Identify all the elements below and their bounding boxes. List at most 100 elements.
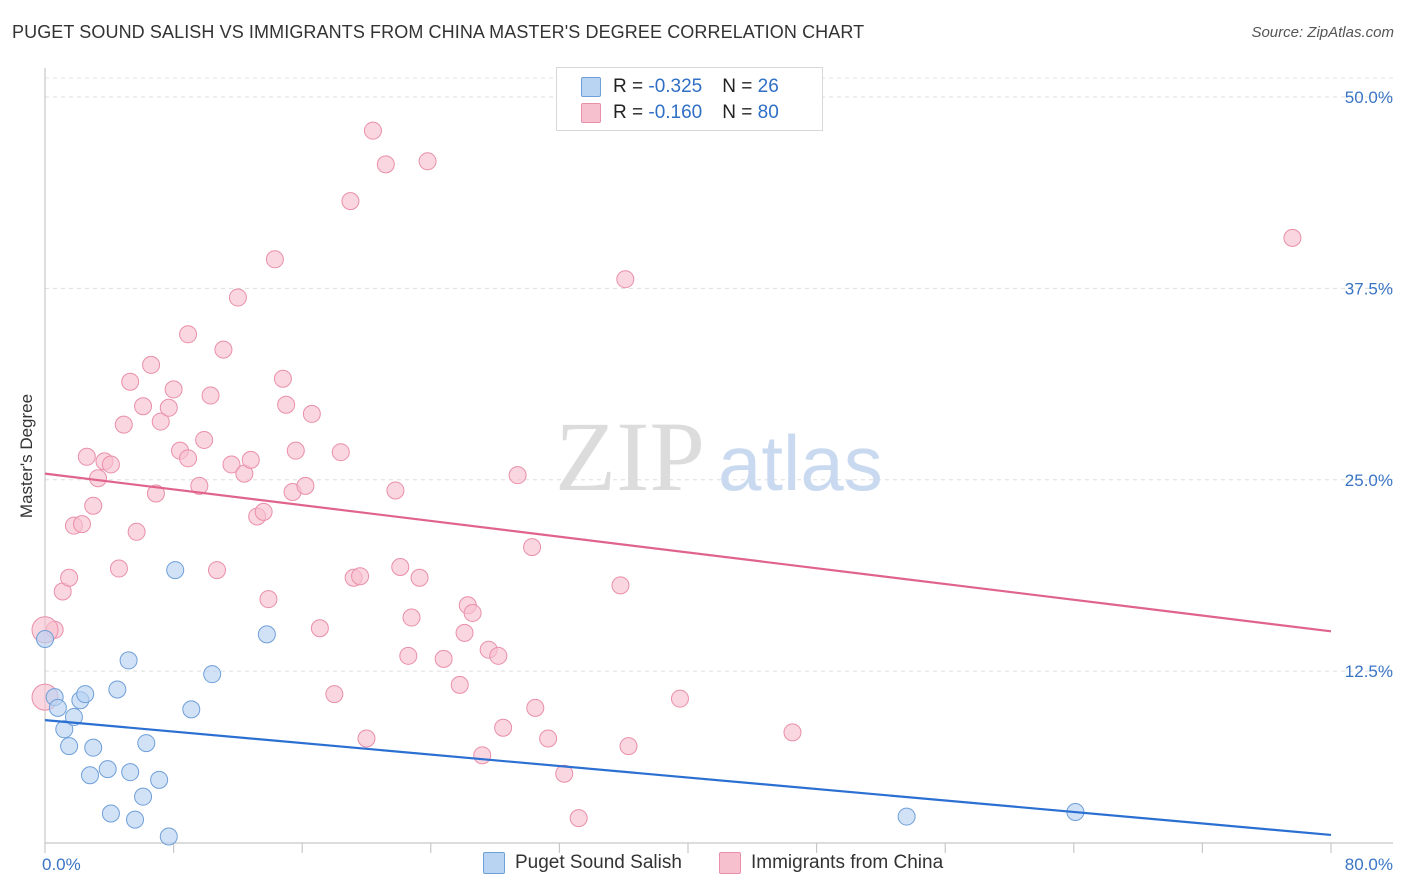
data-point xyxy=(331,443,350,462)
y-tick-label: 37.5% xyxy=(1345,279,1393,298)
legend-n-label: N = xyxy=(722,102,758,123)
data-point xyxy=(137,734,156,753)
bottom-legend-swatch-china xyxy=(719,852,741,874)
data-point xyxy=(259,590,278,609)
watermark-atlas: atlas xyxy=(718,419,883,507)
legend-swatch-china xyxy=(581,102,601,123)
data-point xyxy=(418,152,437,171)
data-point xyxy=(214,340,233,359)
data-point xyxy=(109,559,128,578)
bottom-legend-label-china: Immigrants from China xyxy=(751,852,944,874)
data-point xyxy=(150,770,169,789)
data-point xyxy=(363,121,382,140)
data-point xyxy=(81,766,100,785)
chart-title: PUGET SOUND SALISH VS IMMIGRANTS FROM CH… xyxy=(12,22,865,42)
data-point xyxy=(89,469,108,488)
data-point xyxy=(286,441,305,460)
trend-lines xyxy=(44,472,1332,837)
data-point xyxy=(77,447,96,466)
data-point xyxy=(569,809,588,828)
data-point xyxy=(228,288,247,307)
data-point xyxy=(179,449,198,468)
legend-n-label: N = xyxy=(722,76,758,97)
data-point xyxy=(241,450,260,469)
legend-r-label: R = xyxy=(613,76,649,97)
data-point xyxy=(455,623,474,642)
data-point xyxy=(402,608,421,627)
data-point xyxy=(159,827,178,846)
data-point xyxy=(60,568,79,587)
data-point xyxy=(265,250,284,269)
data-point xyxy=(101,804,120,823)
data-point xyxy=(121,763,140,782)
data-point xyxy=(473,746,492,765)
data-point xyxy=(222,455,241,474)
data-point xyxy=(273,369,292,388)
data-point xyxy=(48,698,67,717)
data-point xyxy=(386,481,405,500)
data-point xyxy=(302,404,321,423)
y-tick-label: 12.5% xyxy=(1345,662,1393,681)
data-point xyxy=(164,380,183,399)
grid xyxy=(45,77,1393,672)
legend-n-value-salish: 26 xyxy=(757,76,779,97)
data-point xyxy=(72,515,91,534)
bottom-legend-china: Immigrants from China xyxy=(719,852,943,874)
data-point xyxy=(60,737,79,756)
data-point xyxy=(201,386,220,405)
data-point xyxy=(277,395,296,414)
data-point xyxy=(619,737,638,756)
data-point xyxy=(670,689,689,708)
data-point xyxy=(98,760,117,779)
data-point xyxy=(450,675,469,694)
data-point xyxy=(376,155,395,174)
legend-row-salish: R = -0.325 N = 26 xyxy=(581,76,779,102)
legend-r-value-salish: -0.325 xyxy=(648,76,703,97)
trend-line-salish xyxy=(44,719,1332,837)
data-point xyxy=(410,568,429,587)
data-point xyxy=(142,355,161,374)
data-point xyxy=(179,325,198,344)
data-point xyxy=(325,685,344,704)
data-point xyxy=(36,629,54,648)
data-point xyxy=(127,522,146,541)
data-point xyxy=(254,502,273,521)
data-point xyxy=(190,476,209,495)
series-salish-points xyxy=(36,561,1085,846)
tick-labels: 12.5% 25.0% 37.5% 50.0% 0.0% 80.0% xyxy=(42,88,1393,874)
data-point xyxy=(146,484,165,503)
bottom-legend-salish: Puget Sound Salish xyxy=(483,852,682,874)
data-point xyxy=(296,476,315,495)
data-point xyxy=(508,466,527,485)
data-point xyxy=(208,561,227,580)
x-tick-label: 80.0% xyxy=(1345,855,1393,874)
data-point xyxy=(391,558,410,577)
y-tick-label: 50.0% xyxy=(1345,88,1393,107)
data-point xyxy=(134,787,153,806)
data-point xyxy=(203,665,222,684)
legend-swatch-salish xyxy=(581,76,601,97)
data-point xyxy=(119,651,138,670)
data-point xyxy=(114,415,133,434)
data-point xyxy=(182,700,201,719)
data-point xyxy=(159,398,178,417)
data-point xyxy=(126,810,145,829)
data-point xyxy=(195,430,214,449)
stats-legend: R = -0.325 N = 26 R = -0.160 N = 80 xyxy=(556,67,823,131)
watermark-zip: ZIP xyxy=(555,401,705,512)
data-point xyxy=(108,680,127,699)
data-point xyxy=(399,646,418,665)
legend-r-value-china: -0.160 xyxy=(648,102,703,123)
y-tick-label: 25.0% xyxy=(1345,471,1393,490)
bottom-legend-label-salish: Puget Sound Salish xyxy=(515,852,682,874)
data-point xyxy=(166,561,185,580)
data-point xyxy=(555,764,574,783)
trend-line-china xyxy=(44,472,1332,633)
data-point xyxy=(783,723,802,742)
legend-n-value-china: 80 xyxy=(757,102,779,123)
data-point xyxy=(611,576,630,595)
data-point xyxy=(897,807,916,826)
data-point xyxy=(1283,228,1302,247)
data-point xyxy=(121,372,140,391)
data-point xyxy=(84,738,103,757)
